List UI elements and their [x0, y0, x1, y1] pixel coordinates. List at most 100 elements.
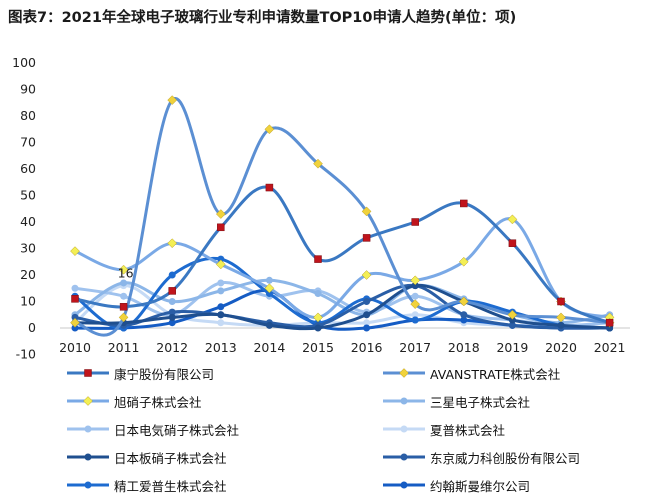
- data-point: [118, 312, 129, 323]
- y-tick-label: 60: [20, 161, 36, 176]
- data-point: [507, 214, 518, 225]
- chart-title: 图表7：2021年全球电子玻璃行业专利申请数量TOP10申请人趋势(单位：项): [8, 10, 517, 26]
- data-point: [410, 299, 421, 310]
- legend-swatch-marker: [400, 425, 408, 433]
- data-point: [460, 316, 468, 324]
- data-point: [313, 158, 323, 169]
- data-point: [460, 311, 468, 319]
- data-point: [265, 183, 274, 192]
- data-point: [411, 292, 419, 300]
- legend-label: 旭硝子株式会社: [114, 394, 202, 410]
- legend-item: 康宁股份有限公司: [66, 361, 214, 385]
- data-point: [70, 246, 80, 257]
- legend-swatch: [67, 396, 109, 406]
- y-tick-label: 10: [20, 294, 36, 309]
- legend-item: 夏普株式会社: [382, 417, 505, 441]
- data-point: [167, 238, 178, 249]
- legend-label: 夏普株式会社: [430, 422, 506, 438]
- data-point: [265, 290, 273, 298]
- data-point: [217, 279, 225, 287]
- data-point: [411, 316, 419, 324]
- data-point: [217, 311, 225, 319]
- y-tick-label: 90: [20, 82, 36, 97]
- legend-swatch: [67, 481, 109, 489]
- series-3: [70, 214, 615, 323]
- legend-swatch-marker: [83, 396, 93, 406]
- y-tick-label: 50: [20, 188, 36, 203]
- y-tick-label: -10: [16, 347, 36, 361]
- legend-label: 东京威力科创股份有限公司: [430, 450, 581, 466]
- data-point: [217, 319, 225, 327]
- data-point: [71, 295, 79, 303]
- legend-swatch: [383, 453, 425, 461]
- data-point: [167, 95, 178, 105]
- data-point: [556, 312, 566, 323]
- data-point: [118, 264, 129, 275]
- legend-swatch-marker: [84, 453, 92, 461]
- data-point: [363, 319, 371, 327]
- data-point: [120, 279, 128, 287]
- y-tick-label: 30: [20, 241, 36, 256]
- data-point: [70, 317, 80, 328]
- x-tick-label: 2013: [205, 340, 237, 355]
- data-point: [314, 255, 322, 263]
- x-tick-label: 2018: [448, 340, 480, 355]
- series-line: [73, 283, 612, 331]
- x-tick-label: 2012: [156, 340, 188, 355]
- y-tick-label: 70: [20, 135, 36, 150]
- data-point: [361, 270, 372, 280]
- legend-label: 精工爱普生株式会社: [114, 478, 227, 494]
- legend-swatch-marker: [84, 369, 92, 377]
- y-tick-label: 40: [20, 214, 36, 229]
- data-point: [362, 234, 371, 242]
- legend-swatch: [67, 369, 109, 377]
- legend-swatch: [383, 481, 425, 489]
- x-tick-label: 2011: [108, 340, 140, 355]
- legend-label: 日本电気硝子株式会社: [114, 422, 240, 438]
- series-1: [71, 183, 614, 327]
- legend-swatch-marker: [84, 425, 92, 433]
- data-point: [71, 324, 79, 332]
- y-tick-label: 80: [20, 108, 36, 123]
- data-point: [217, 287, 225, 295]
- data-point: [314, 324, 322, 332]
- legend-item: 日本板硝子株式会社: [66, 445, 227, 469]
- y-tick-label: 0: [28, 320, 36, 335]
- data-point: [363, 311, 371, 319]
- legend-item: 东京威力科创股份有限公司: [382, 445, 580, 469]
- legend-item: 三星电子株式会社: [382, 389, 530, 413]
- data-point: [361, 206, 372, 217]
- data-point: [215, 259, 226, 270]
- legend-item: 旭硝子株式会社: [66, 389, 202, 413]
- data-point: [411, 282, 419, 290]
- data-point: [168, 319, 176, 327]
- legend-label: 康宁股份有限公司: [114, 366, 215, 382]
- data-point: [217, 303, 225, 311]
- x-tick-label: 2016: [351, 340, 383, 355]
- legend-swatch-marker: [400, 481, 408, 489]
- legend-item: 约翰斯曼维尔公司: [382, 473, 530, 497]
- legend-item: AVANSTRATE株式会社: [382, 361, 560, 385]
- legend-swatch: [383, 397, 425, 405]
- legend-swatch: [67, 453, 109, 461]
- legend-label: AVANSTRATE株式会社: [430, 366, 561, 382]
- x-tick-label: 2017: [399, 340, 431, 355]
- data-point: [264, 283, 275, 294]
- data-point: [508, 321, 516, 329]
- legend-swatch: [383, 425, 425, 433]
- data-point: [168, 298, 176, 305]
- data-point: [460, 199, 468, 208]
- data-point: [168, 308, 176, 316]
- data-point: [557, 321, 565, 329]
- data-point: [458, 256, 469, 267]
- x-tick-label: 2021: [594, 340, 626, 355]
- y-tick-label: 100: [12, 55, 36, 70]
- data-point: [458, 296, 469, 307]
- data-point: [71, 284, 79, 292]
- legend-label: 日本板硝子株式会社: [114, 450, 227, 466]
- data-point: [363, 298, 371, 305]
- data-point: [557, 297, 565, 306]
- data-point: [507, 309, 518, 320]
- data-point: [119, 303, 128, 311]
- data-point: [120, 292, 128, 300]
